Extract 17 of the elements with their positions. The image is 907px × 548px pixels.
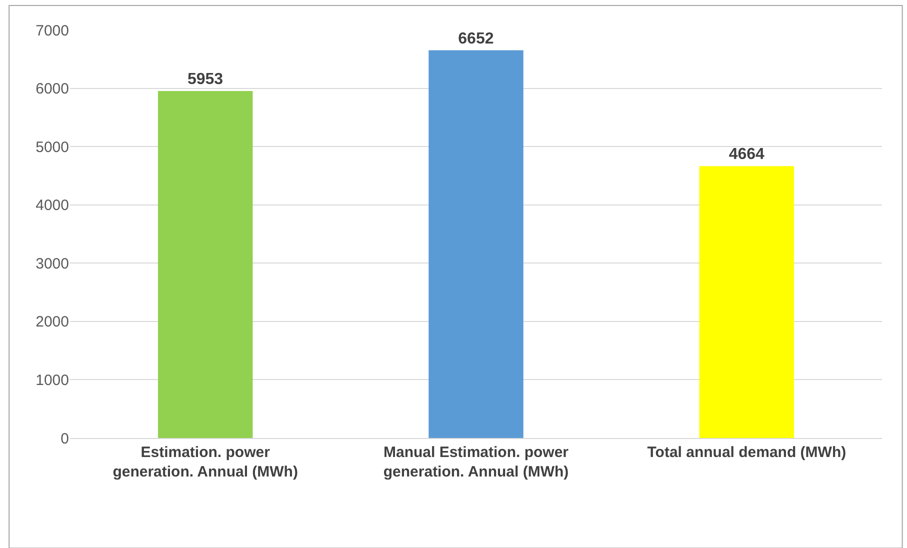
y-tick-label: 4000 xyxy=(36,197,69,214)
y-tick-label: 7000 xyxy=(36,22,69,40)
y-tick-label: 6000 xyxy=(36,80,69,98)
y-tick-label: 2000 xyxy=(36,314,69,331)
bar xyxy=(158,91,253,438)
y-tick-label: 5000 xyxy=(36,138,69,156)
y-tick-label: 1000 xyxy=(36,372,69,389)
x-tick-label: Manual Estimation. power generation. Annual (MWh) xyxy=(383,444,569,480)
y-tick-label: 3000 xyxy=(36,255,69,272)
bar xyxy=(699,166,794,438)
x-tick-label: Total annual demand (MWh) xyxy=(647,444,846,461)
data-label: 5953 xyxy=(187,71,224,88)
data-label: 4664 xyxy=(728,146,765,164)
x-tick-label: Estimation. power generation. Annual (MWh) xyxy=(112,444,298,480)
data-label: 6652 xyxy=(458,30,494,48)
bar xyxy=(428,50,524,438)
y-tick-label: 0 xyxy=(60,430,69,448)
